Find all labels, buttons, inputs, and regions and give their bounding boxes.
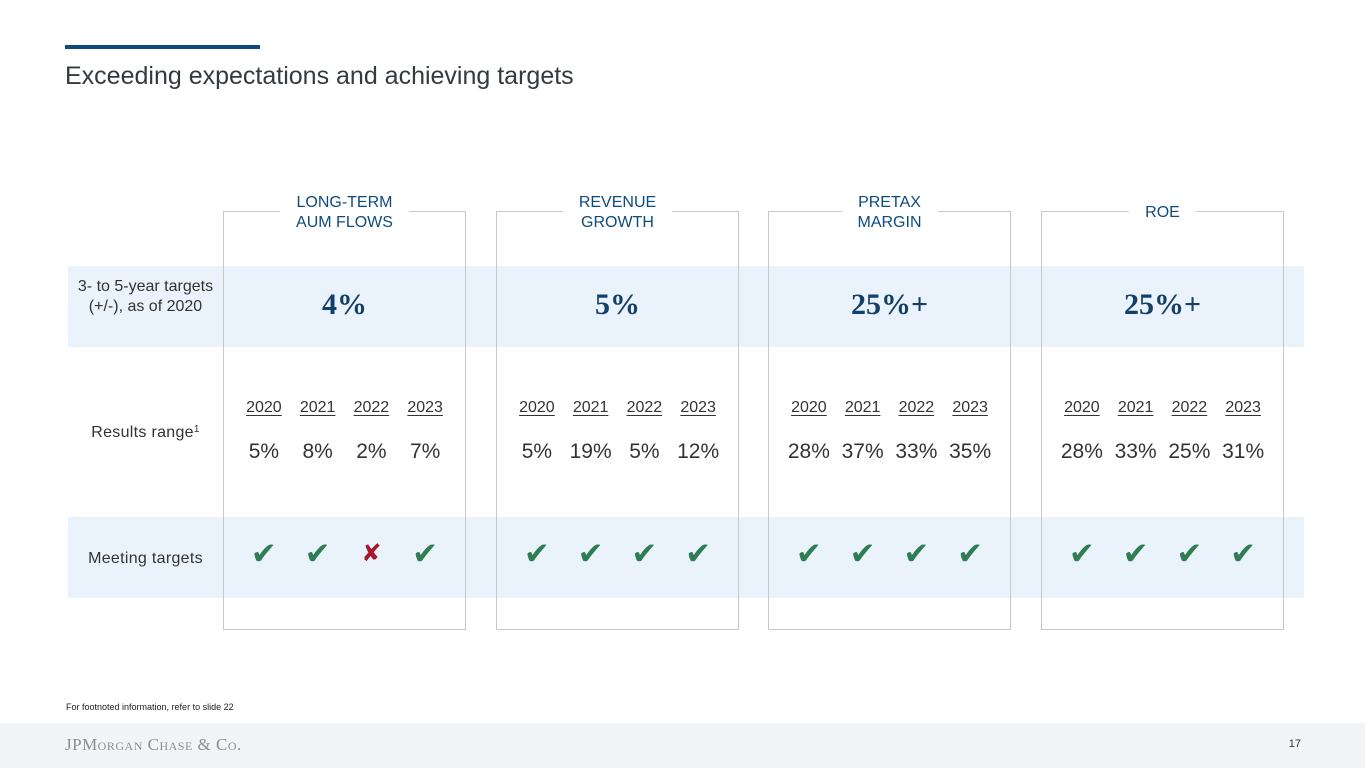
result-value: 5% [629,440,660,463]
metric-column-aum-flows: LONG-TERM AUM FLOWS 4% 2020 2021 2022 20… [223,193,466,630]
check-icon: ✔ [250,536,277,571]
column-header-text: ROE [1129,203,1196,223]
target-status-icons: ✔ ✔ ✔ ✔ [510,536,725,572]
page-number: 17 [1288,738,1301,750]
year-label: 2020 [791,399,827,416]
slide-footer: JPMorgan Chase & Co. 17 [0,723,1365,768]
result-value: 7% [409,440,441,463]
result-value: 19% [569,440,612,463]
title-accent-rule [65,45,260,49]
year-label: 2023 [680,399,716,416]
target-status-icons: ✔ ✔ ✔ ✔ [1055,536,1270,572]
year-label: 2020 [1064,399,1100,416]
result-value: 28% [787,440,830,463]
year-labels: 2020 2021 2022 2023 [237,399,452,417]
year-label: 2022 [898,399,935,416]
result-value: 31% [1222,440,1265,463]
target-status-icons: ✔ ✔ ✘ ✔ [237,536,452,572]
result-value: 8% [302,440,333,463]
check-icon: ✔ [849,536,876,571]
result-value: 5% [521,440,553,463]
year-label: 2021 [299,399,336,416]
year-label: 2022 [626,399,663,416]
results-row-label-text: Results range [91,424,194,441]
check-icon: ✔ [957,536,984,571]
year-label: 2022 [1171,399,1208,416]
page-title: Exceeding expectations and achieving tar… [65,62,574,90]
targets-row-label: 3- to 5-year targets (+/-), as of 2020 [77,278,214,315]
column-header: REVENUE GROWTH [497,193,738,233]
year-label: 2020 [246,399,282,416]
year-label: 2023 [407,399,443,416]
column-header: LONG-TERM AUM FLOWS [224,193,465,233]
target-value: 5% [595,288,640,321]
metric-column-pretax-margin: PRETAX MARGIN 25%+ 2020 2021 2022 2023 2… [768,193,1011,630]
check-icon: ✔ [1122,536,1149,571]
check-icon: ✔ [631,536,658,571]
check-icon: ✔ [1176,536,1203,571]
result-value: 35% [949,440,992,463]
year-label: 2021 [572,399,609,416]
check-icon: ✔ [903,536,930,571]
result-values: 28% 33% 25% 31% [1055,440,1270,464]
column-header: ROE [1042,203,1283,223]
result-value: 5% [248,440,280,463]
result-values: 5% 8% 2% 7% [237,440,452,464]
check-icon: ✔ [685,536,712,571]
year-labels: 2020 2021 2022 2023 [782,399,997,417]
result-value: 12% [677,440,720,463]
column-header: PRETAX MARGIN [769,193,1010,233]
year-label: 2022 [353,399,390,416]
target-value: 4% [322,288,367,321]
result-value: 37% [841,440,884,463]
cross-icon: ✘ [361,540,382,567]
column-header-text: LONG-TERM AUM FLOWS [280,193,409,233]
check-icon: ✔ [523,536,550,571]
result-value: 33% [895,440,938,463]
result-value: 28% [1060,440,1103,463]
target-value: 25%+ [1123,288,1202,321]
check-icon: ✔ [577,536,604,571]
target-status-icons: ✔ ✔ ✔ ✔ [782,536,997,572]
results-row-label: Results range1 [68,423,223,443]
year-label: 2021 [1117,399,1154,416]
target-value: 25%+ [850,288,929,321]
year-labels: 2020 2021 2022 2023 [510,399,725,417]
check-icon: ✔ [1230,536,1257,571]
year-label: 2023 [952,399,988,416]
metric-column-roe: ROE 25%+ 2020 2021 2022 2023 28% 33% 25%… [1041,203,1284,630]
metric-column-revenue-growth: REVENUE GROWTH 5% 2020 2021 2022 2023 5%… [496,193,739,630]
year-label: 2020 [519,399,555,416]
column-header-text: PRETAX MARGIN [841,193,938,233]
year-label: 2021 [844,399,881,416]
results-footnote-marker: 1 [193,424,200,435]
result-value: 25% [1168,440,1211,463]
check-icon: ✔ [304,536,331,571]
result-values: 28% 37% 33% 35% [782,440,997,464]
check-icon: ✔ [412,536,439,571]
targets-row-band [68,266,1304,347]
meeting-row-band [68,517,1304,598]
company-logo: JPMorgan Chase & Co. [65,735,242,754]
column-header-text: REVENUE GROWTH [562,193,673,233]
meeting-row-label: Meeting targets [88,550,203,567]
check-icon: ✔ [1068,536,1095,571]
year-label: 2023 [1225,399,1261,416]
footnote: For footnoted information, refer to slid… [66,702,234,712]
check-icon: ✔ [795,536,822,571]
result-value: 2% [356,440,387,463]
year-labels: 2020 2021 2022 2023 [1055,399,1270,417]
result-value: 33% [1114,440,1157,463]
result-values: 5% 19% 5% 12% [510,440,725,464]
